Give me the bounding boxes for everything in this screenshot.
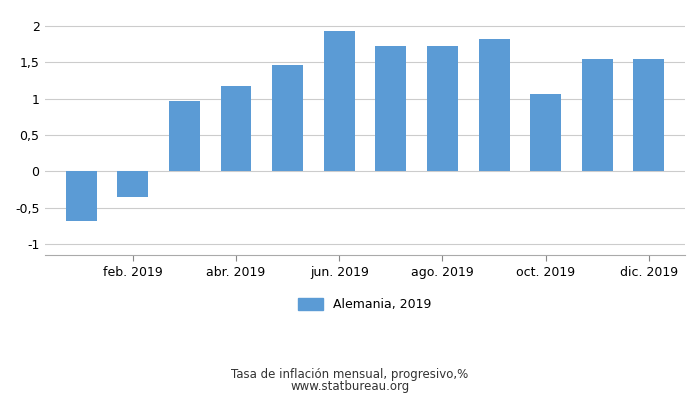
Text: www.statbureau.org: www.statbureau.org	[290, 380, 410, 393]
Bar	[169, 101, 200, 172]
Bar	[220, 86, 251, 172]
Bar	[634, 59, 664, 172]
Bar	[582, 59, 612, 172]
Text: Tasa de inflación mensual, progresivo,%: Tasa de inflación mensual, progresivo,%	[232, 368, 468, 381]
Bar	[375, 46, 406, 172]
Legend: Alemania, 2019: Alemania, 2019	[293, 292, 437, 316]
Bar	[323, 31, 355, 172]
Bar	[530, 94, 561, 172]
Bar	[479, 39, 510, 172]
Bar	[427, 46, 458, 172]
Bar	[66, 172, 97, 221]
Bar	[118, 172, 148, 197]
Bar	[272, 65, 303, 172]
